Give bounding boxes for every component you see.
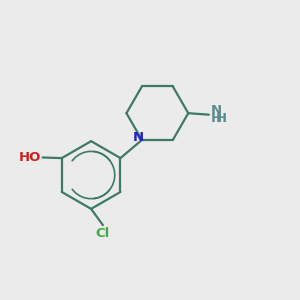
Text: Cl: Cl <box>96 227 110 240</box>
Text: H: H <box>215 112 226 125</box>
Text: N: N <box>133 131 144 144</box>
Text: N: N <box>211 104 222 117</box>
Text: HO: HO <box>19 151 41 164</box>
Text: H: H <box>211 112 222 125</box>
